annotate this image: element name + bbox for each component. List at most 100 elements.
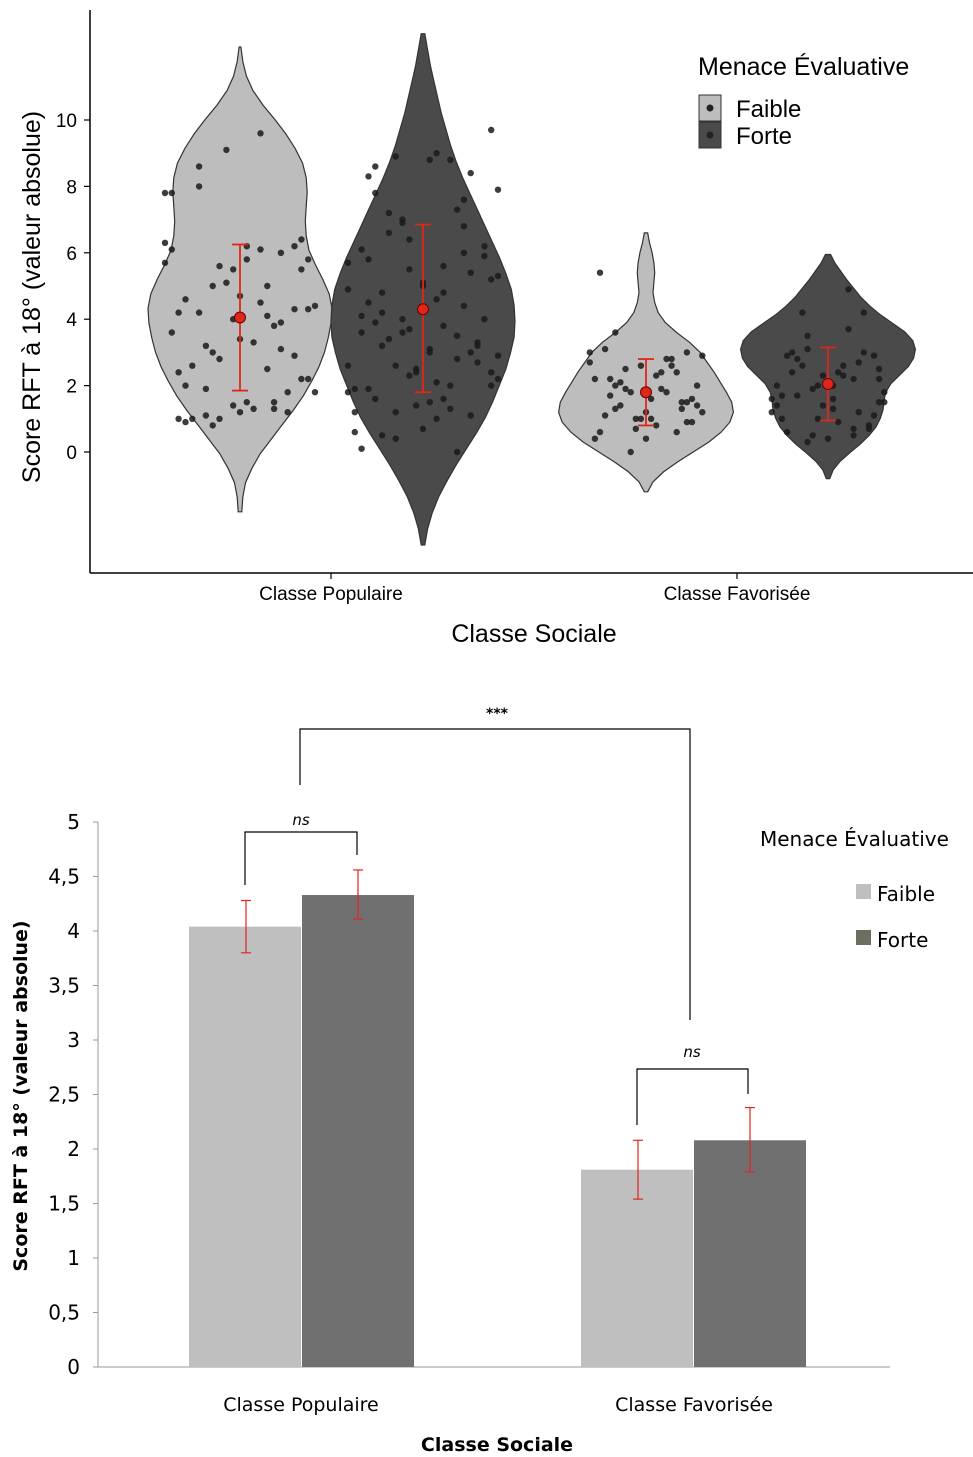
violin-y-tick-label: 6 <box>66 244 77 265</box>
violin-point <box>189 415 196 422</box>
violin-point <box>161 259 169 266</box>
violin-point <box>291 352 298 359</box>
violin-point <box>647 395 655 403</box>
violin-mean-point <box>640 386 652 399</box>
bar-y-axis-label: Score RFT à 18° (valeur absolue) <box>10 920 32 1271</box>
violin-point <box>216 355 223 363</box>
violin-point <box>291 243 298 250</box>
violin-point <box>586 349 593 356</box>
violin-point <box>829 405 837 412</box>
violin-point <box>284 409 291 416</box>
bar-legend-key-forte <box>856 930 871 945</box>
violin-point <box>799 309 806 316</box>
violin-point <box>601 345 609 353</box>
violin-point <box>223 146 230 154</box>
bar-y-tick-label: 3,5 <box>48 974 80 998</box>
violin-point <box>789 349 796 356</box>
violin-point <box>440 289 447 296</box>
violin-point <box>855 409 862 416</box>
bar-x-ticks: Classe Populaire Classe Favorisée <box>223 1394 773 1416</box>
violin-point <box>647 415 655 422</box>
violin-point <box>453 448 461 456</box>
violin-point <box>406 266 413 273</box>
bar-y-tick-label: 2 <box>67 1137 80 1161</box>
violin-point <box>637 415 645 422</box>
violin-point <box>860 309 867 316</box>
violin-point <box>799 362 806 369</box>
violin-point <box>683 418 691 426</box>
violin-point <box>413 402 420 409</box>
violin-point <box>688 418 696 426</box>
violin-point <box>406 372 413 379</box>
violin-point <box>264 365 271 373</box>
violin-point <box>617 402 624 409</box>
bar-y-tick-label: 0,5 <box>48 1301 80 1325</box>
violin-point <box>481 252 488 260</box>
violin-point <box>298 266 305 273</box>
violin-point <box>216 262 223 270</box>
violin-point <box>250 339 257 346</box>
bar-x-tick-label: Classe Favorisée <box>615 1394 773 1416</box>
violin-point <box>195 163 203 170</box>
violin-point <box>673 428 680 436</box>
violin-point <box>358 246 365 253</box>
violin-point <box>653 422 660 429</box>
violin-point <box>230 402 237 409</box>
violin-point <box>440 322 447 329</box>
bar-y-tick-label: 2,5 <box>48 1083 80 1107</box>
significance-brackets: *** ns ns <box>244 706 749 1125</box>
violin-point <box>365 173 372 180</box>
violin-point <box>794 392 801 399</box>
violin-point <box>209 422 216 429</box>
violin-point <box>453 332 461 339</box>
violin-point <box>284 389 291 396</box>
violin-point <box>840 372 847 379</box>
violin-point <box>658 369 665 376</box>
violin-legend-title: Menace Évaluative <box>698 52 909 81</box>
violin-point <box>392 435 399 442</box>
violin-point <box>270 399 278 406</box>
violin-point <box>305 306 312 313</box>
violin-point <box>399 329 406 336</box>
violin-point <box>447 382 454 389</box>
violin-point <box>453 355 461 363</box>
violin-y-axis-label: Score RFT à 18° (valeur absolue) <box>18 111 46 483</box>
violin-point <box>632 415 639 422</box>
violin-point <box>447 156 454 163</box>
violin-y-tick-label: 2 <box>66 377 77 398</box>
violin-point <box>829 395 837 403</box>
violin-point <box>673 369 680 376</box>
violin-point <box>875 365 883 373</box>
violin-point <box>161 189 169 197</box>
violin-point <box>481 316 488 323</box>
violin-y-tick-label: 10 <box>56 111 77 132</box>
violin-point <box>835 369 842 376</box>
violin-point <box>870 412 878 419</box>
violin-point <box>488 382 495 389</box>
violin-point <box>189 362 196 369</box>
violin-x-ticks: Classe Populaire Classe Favorisée <box>259 573 810 605</box>
bar-y-tick-label: 4,5 <box>48 865 80 889</box>
violin-point <box>344 362 352 369</box>
bar-y-tick-label: 0 <box>67 1355 80 1379</box>
violin-point <box>209 349 216 356</box>
violin-point <box>433 296 440 303</box>
violin-point <box>668 355 675 363</box>
violin-point <box>182 418 189 426</box>
violin-point <box>358 445 365 452</box>
violin-point <box>586 359 593 366</box>
violin-point <box>372 163 379 170</box>
violin-point <box>257 130 264 137</box>
violin-mean-point <box>234 311 246 324</box>
bracket-overall-label: *** <box>486 706 509 722</box>
violin-y-tick-label: 0 <box>66 443 77 464</box>
violin-point <box>881 389 888 396</box>
violin-point <box>494 375 502 383</box>
bar-marks <box>189 869 806 1367</box>
violin-point <box>467 412 474 419</box>
violin-point <box>612 405 619 412</box>
bar-x-tick-label: Classe Populaire <box>223 1394 379 1416</box>
violin-point <box>596 269 604 276</box>
violin-point <box>591 435 599 442</box>
violin-point <box>378 342 386 349</box>
